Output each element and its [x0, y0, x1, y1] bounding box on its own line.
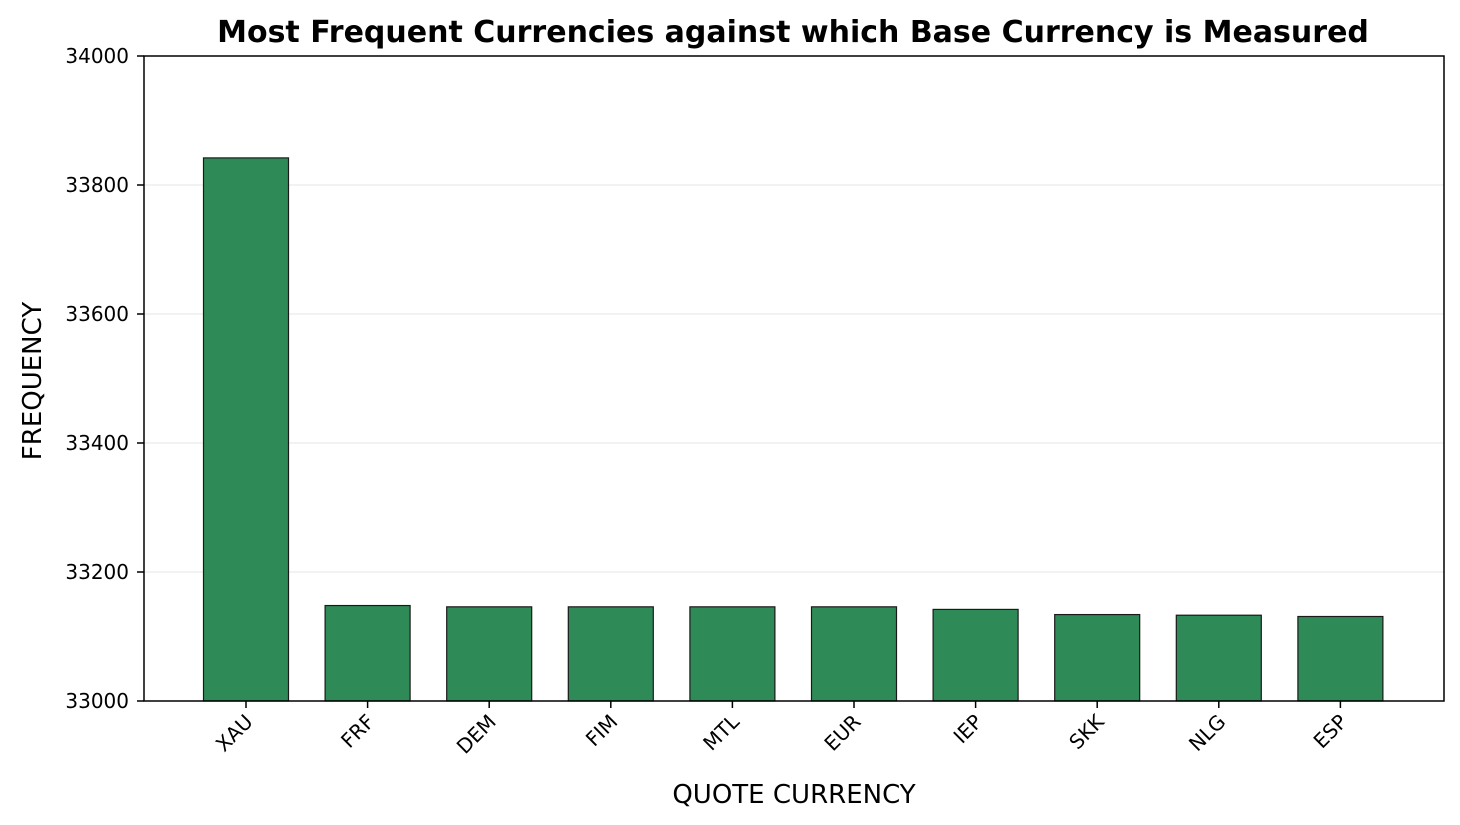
x-tick-label-eur: EUR: [819, 709, 865, 755]
x-tick-label-mtl: MTL: [698, 709, 744, 755]
x-tick-label-dem: DEM: [452, 710, 501, 759]
x-axis-ticks: XAU FRF DEM FIM MTL EUR IEP SKK NLG ESP: [211, 701, 1352, 759]
x-tick-label-xau: XAU: [211, 710, 258, 757]
y-gridlines: [144, 184, 1444, 573]
x-tick-label-nlg: NLG: [1184, 710, 1230, 756]
bar-esp: [1297, 615, 1384, 702]
chart-title: Most Frequent Currencies against which B…: [217, 15, 1369, 50]
y-axis-label: FREQUENCY: [18, 302, 48, 461]
y-tick-label: 33000: [65, 689, 129, 713]
y-axis-ticks: 33000 33200 33400 33600 33800 34000: [65, 44, 144, 713]
bar-xau: [202, 157, 290, 702]
x-axis-label: QUOTE CURRENCY: [672, 780, 915, 810]
x-tick-label-frf: FRF: [336, 710, 379, 753]
bar-frf: [324, 604, 411, 702]
bars: [202, 157, 1384, 702]
x-tick-label-skk: SKK: [1064, 709, 1109, 754]
y-tick-label: 33200: [65, 560, 129, 584]
bar-nlg: [1175, 614, 1262, 702]
y-tick-label: 33600: [65, 302, 129, 326]
bar-eur: [810, 606, 898, 702]
bar-skk: [1054, 613, 1141, 702]
y-tick-label: 34000: [65, 44, 129, 68]
bar-fim: [567, 606, 654, 702]
x-tick-label-fim: FIM: [581, 710, 622, 751]
x-tick-label-esp: ESP: [1309, 710, 1352, 753]
bar-iep: [932, 608, 1019, 702]
y-tick-label: 33400: [65, 431, 129, 455]
bar-dem: [446, 606, 533, 702]
plot-frame: [143, 55, 1445, 702]
x-tick-label-iep: IEP: [949, 710, 988, 749]
bar-mtl: [689, 606, 776, 702]
y-tick-label: 33800: [65, 173, 129, 197]
